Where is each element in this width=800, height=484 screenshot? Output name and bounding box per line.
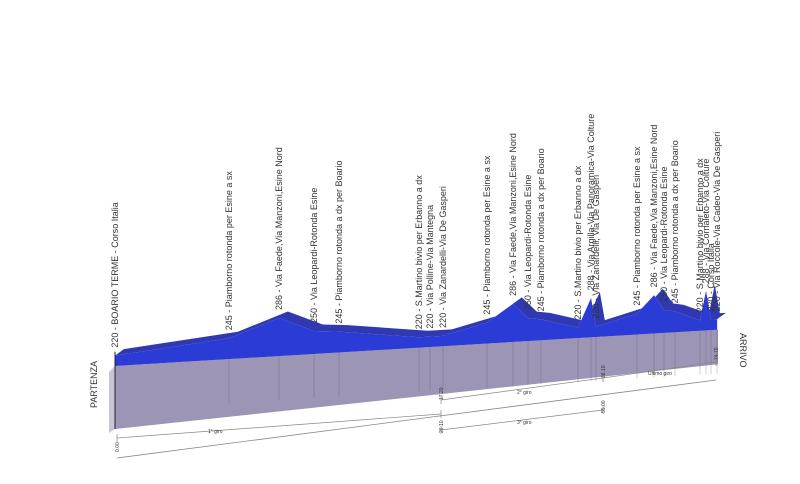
finish-label: ARRIVO xyxy=(738,333,748,368)
waypoint-label: 250 - Via Leopardi-Rotonda Esine xyxy=(309,188,319,323)
waypoint-label: 220 - Via Zanardelli-Via De Gasperi xyxy=(438,186,448,328)
waypoint-label: 245 - Piamborno rotonda per Esine a sx xyxy=(482,155,492,315)
waypoint-label: 220 - Via Polline-Via Mantegna xyxy=(425,205,435,329)
lap-bracket-line xyxy=(116,413,442,439)
waypoint-label: 220 - BOARIO TERME - Corso Italia xyxy=(110,202,120,347)
lap-bracket-line xyxy=(602,361,717,379)
waypoint-label: 250 - Via Leopardi-Rotonda Esine xyxy=(523,175,533,310)
lap-bracket-line xyxy=(440,409,604,431)
distance-axis-group: 1° giro 2° giro 3° giro Ultimo giro 0.00 17.2… xyxy=(115,347,720,459)
waypoint-label: 286 - Via Faede,Via Manzoni,Esine Nord xyxy=(508,133,518,296)
waypoint-label: 245 - Piamborno rotonda a dx per Boario xyxy=(670,140,680,303)
waypoint-label: 220 - S.Martino bivio per Erbanno a dx xyxy=(414,175,424,330)
start-label: PARTENZA xyxy=(89,361,99,408)
profile-base-side xyxy=(109,366,115,433)
waypoint-label: 245 - Piamborno rotonda a dx per Boario xyxy=(536,148,546,311)
waypoint-label: 288 - Via Argilla-Via Panoramica-Via Col… xyxy=(586,114,596,291)
lap-bracket-line xyxy=(440,377,604,401)
km-marker-label: 17.20 xyxy=(439,387,445,400)
waypoint-label: 286 - Via Faede,Via Manzoni,Esine Nord xyxy=(649,125,659,288)
km-marker-label: 0.00 xyxy=(115,442,121,452)
elevation-area-top xyxy=(115,284,726,356)
waypoint-label: 220 - Corso Italia xyxy=(706,243,716,312)
profile-base-front xyxy=(115,329,718,429)
waypoint-label: 245 - Piamborno rotonda per Esine a sx xyxy=(632,146,642,306)
lap-label: Ultimo giro xyxy=(648,371,672,377)
km-marker-label: 74.70 xyxy=(714,347,720,360)
waypoint-label: 286 - Via Faede,Via Manzoni,Esine Nord xyxy=(274,147,284,310)
profile-base-group xyxy=(109,329,718,433)
elevation-area-group xyxy=(114,284,726,429)
waypoint-label: 220 - S.Martino bivio per Erbanno a dx xyxy=(573,165,583,320)
lap-label: 1° giro xyxy=(208,429,223,435)
waypoint-label: 220 - Via Roccole-Via Cadeo-Via De Gaspe… xyxy=(712,132,722,312)
waypoint-label: 245 - Piamborno rotonda per Esine a sx xyxy=(224,171,234,331)
waypoint-label: 220 - S.Martino bivio per Erbanno a dx xyxy=(695,158,705,313)
km-marker-label: 38.10 xyxy=(601,365,607,378)
waypoint-labels-group: 220 - BOARIO TERME - Corso Italia 245 - P… xyxy=(110,114,722,348)
waypoint-label: 245 - Piamborno rotonda a dx per Boario xyxy=(334,160,344,323)
waypoint-label: 250 - Via Leopardi-Rotonda Esine xyxy=(659,166,669,301)
waypoint-label: 288 - Via Cornaleto-Via Colture xyxy=(701,159,711,284)
elevation-area-front xyxy=(115,291,717,366)
waypoint-label: 220 - Via Zanardelli, Via De Gasperi xyxy=(591,175,601,319)
km-marker-label: 26.10 xyxy=(439,420,445,433)
km-marker-label: 55.00 xyxy=(601,400,607,413)
distance-axis-line xyxy=(116,379,717,459)
lap-label: 3° giro xyxy=(517,420,532,426)
lap-label: 2° giro xyxy=(517,390,532,396)
